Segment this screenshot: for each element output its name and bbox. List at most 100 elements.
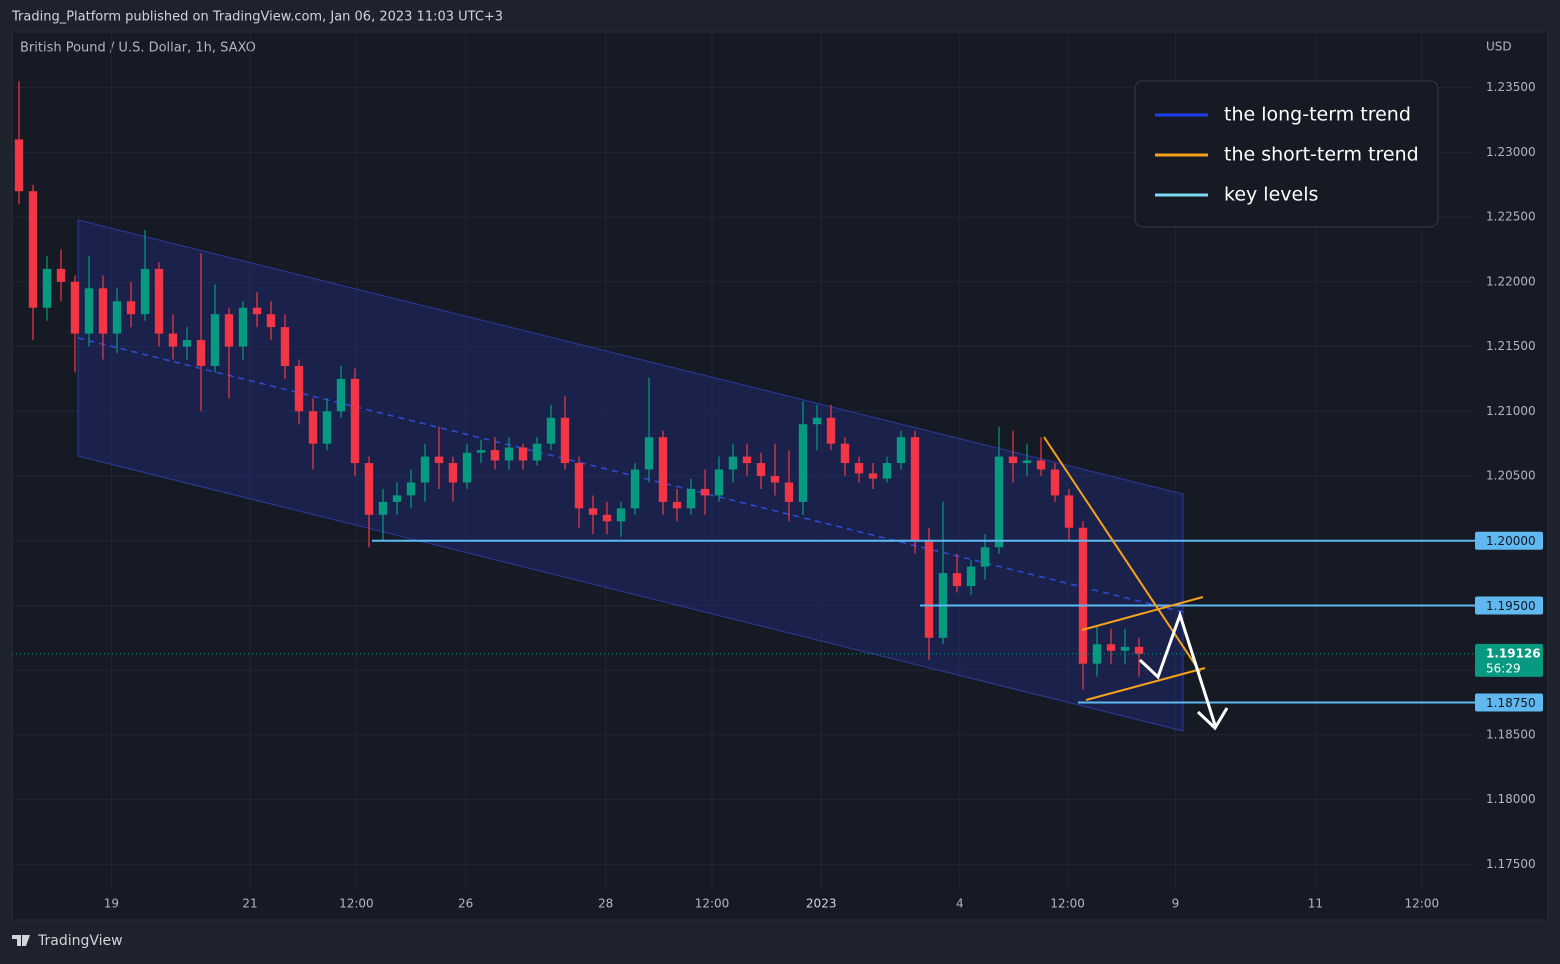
candle-body xyxy=(154,268,164,334)
candle-body xyxy=(560,417,570,464)
candle-body xyxy=(126,301,136,315)
candle-body xyxy=(812,417,822,425)
legend-box xyxy=(1134,80,1439,228)
candle-body xyxy=(574,463,584,509)
candle-body xyxy=(182,340,192,347)
candle-body xyxy=(1092,644,1102,664)
y-tick-label: 1.21000 xyxy=(1486,404,1536,418)
candle-body xyxy=(784,482,794,502)
candle-body xyxy=(84,288,94,334)
candle-body xyxy=(168,333,178,347)
candle-body xyxy=(28,191,38,308)
candle-body xyxy=(224,314,234,347)
legend-label: the short-term trend xyxy=(1224,144,1419,166)
candle-body xyxy=(98,288,108,334)
candle-body xyxy=(910,437,920,541)
candle-body xyxy=(448,463,458,483)
candle-body xyxy=(644,437,654,470)
candle-body xyxy=(1078,527,1088,664)
y-tick-label: 1.22000 xyxy=(1486,274,1536,288)
candle-body xyxy=(602,514,612,522)
x-tick-label: 12:00 xyxy=(1405,897,1440,911)
y-tick-label: 1.23000 xyxy=(1486,145,1536,159)
candle-body xyxy=(490,450,500,461)
candle-body xyxy=(70,281,80,334)
candle-body xyxy=(518,447,528,461)
legend-label: the long-term trend xyxy=(1224,104,1411,126)
candle-body xyxy=(770,476,780,483)
candle-body xyxy=(476,450,486,453)
candle-body xyxy=(616,508,626,522)
price-tag-label: 1.20000 xyxy=(1486,534,1536,548)
candle-body xyxy=(434,456,444,464)
candle-body xyxy=(1120,646,1130,651)
price-tag xyxy=(1475,596,1543,615)
flag-upper xyxy=(1081,596,1204,631)
flag-lower xyxy=(1085,667,1206,701)
candle-body xyxy=(1008,456,1018,464)
candle-body xyxy=(406,482,416,496)
candle-body xyxy=(658,437,668,502)
price-tag xyxy=(1475,531,1543,550)
arrow-head xyxy=(1196,707,1229,731)
candle-body xyxy=(826,417,836,444)
candle-body xyxy=(56,268,66,282)
candle-body xyxy=(994,456,1004,548)
forecast-arrow xyxy=(1138,610,1217,726)
publish-info: Trading_Platform published on TradingVie… xyxy=(11,10,503,25)
candle-body xyxy=(1134,646,1144,654)
candle-body xyxy=(756,463,766,476)
candle-body xyxy=(322,411,332,444)
candle-body xyxy=(280,327,290,366)
candle-body xyxy=(798,424,808,502)
candle-body xyxy=(924,540,934,638)
candle-body xyxy=(252,307,262,315)
candle-body xyxy=(700,488,710,496)
candle-body xyxy=(392,495,402,502)
candle-body xyxy=(1050,469,1060,496)
candle-body xyxy=(1106,644,1116,651)
candle-body xyxy=(966,566,976,587)
price-tag-label: 1.19500 xyxy=(1486,599,1536,613)
candle-body xyxy=(980,547,990,567)
y-tick-label: 1.18500 xyxy=(1486,727,1536,741)
x-tick-label: 2023 xyxy=(806,897,837,911)
legend: the long-term trend the short-term trend k… xyxy=(1134,80,1439,228)
x-tick-label: 21 xyxy=(242,897,257,911)
candle-body xyxy=(742,456,752,464)
candle-body xyxy=(140,268,150,315)
candle-body xyxy=(588,508,598,515)
candle-body xyxy=(896,437,906,464)
y-tick-label: 1.17500 xyxy=(1486,857,1536,871)
candle-body xyxy=(42,268,52,308)
x-tick-label: 12:00 xyxy=(695,897,730,911)
price-tag xyxy=(1475,693,1543,712)
candle-body xyxy=(1022,460,1032,464)
candle-body xyxy=(532,443,542,461)
candle-body xyxy=(714,469,724,496)
candle-body xyxy=(854,463,864,474)
x-tick-label: 9 xyxy=(1172,897,1180,911)
symbol-title: British Pound / U.S. Dollar, 1h, SAXO xyxy=(20,41,256,56)
candle-body xyxy=(196,340,206,366)
x-tick-label: 12:00 xyxy=(1050,897,1085,911)
candle-body xyxy=(686,488,696,509)
candle-body xyxy=(868,473,878,479)
candle-body xyxy=(112,301,122,334)
x-tick-label: 26 xyxy=(458,897,473,911)
x-tick-label: 28 xyxy=(598,897,613,911)
candle-body xyxy=(336,378,346,412)
candle-body xyxy=(364,463,374,515)
channel-midline xyxy=(77,337,1184,613)
candle-body xyxy=(420,456,430,483)
candle-body xyxy=(378,501,388,515)
brand-logo xyxy=(12,935,30,946)
y-tick-label: 1.18000 xyxy=(1486,792,1536,806)
candle-body xyxy=(952,573,962,587)
candle-body xyxy=(882,463,892,479)
candle-body xyxy=(210,314,220,366)
candle-body xyxy=(266,314,276,328)
y-tick-label: 1.20500 xyxy=(1486,469,1536,483)
